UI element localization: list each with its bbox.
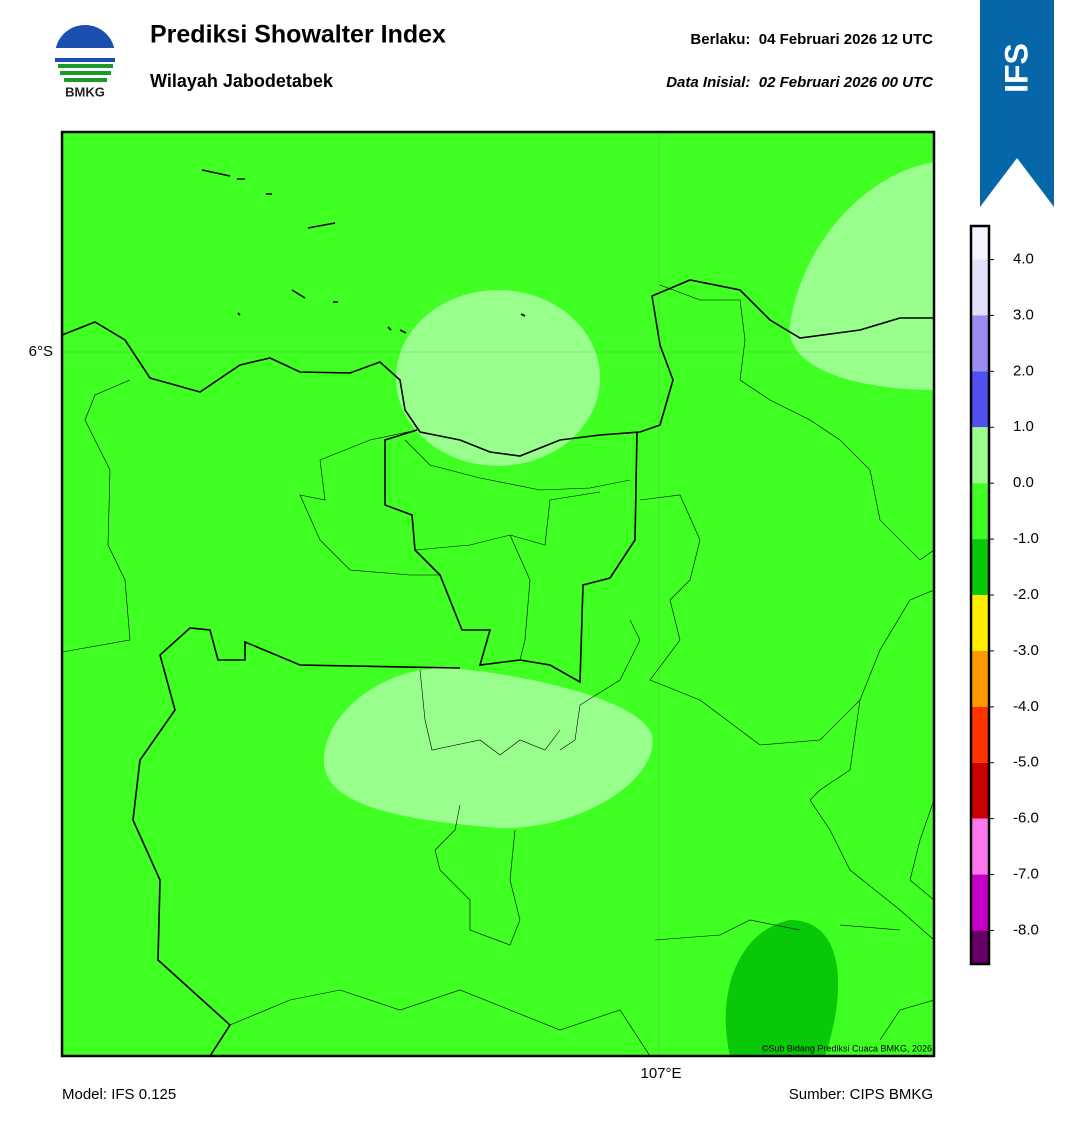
colorbar-tick-label: -5.0 — [1013, 754, 1039, 771]
field-contour — [323, 667, 653, 829]
field-contour — [725, 920, 839, 1056]
colorbar-segment — [971, 539, 989, 595]
field — [62, 132, 934, 1056]
admin-borders — [62, 284, 934, 1056]
lat-label: 6°S — [29, 343, 53, 360]
colorbar-tick-label: 2.0 — [1013, 362, 1034, 379]
field-contour — [789, 162, 934, 390]
colorbar-segment — [971, 371, 989, 428]
colorbar-segment — [971, 427, 989, 484]
title: Prediksi Showalter Index — [150, 21, 446, 49]
colorbar-segment — [971, 930, 989, 964]
map: ©Sub Bidang Prediksi Cuaca BMKG, 2026 — [60, 130, 936, 1058]
map-frame — [60, 130, 936, 1058]
logo: BMKG — [55, 25, 115, 99]
colorbar-segment — [971, 650, 989, 707]
colorbar: 4.0 3.0 2.0 1.0 0.0 -1.0 -2.0 -3.0 -4.0 -5.0 -6.0 -… — [969, 224, 1039, 966]
colorbar-tick-label: -7.0 — [1013, 866, 1039, 883]
lon-label: 107°E — [640, 1065, 681, 1082]
colorbar-tick-label: -8.0 — [1013, 921, 1039, 938]
colorbar-segment — [971, 874, 989, 931]
colorbar-tick-label: -4.0 — [1013, 698, 1039, 715]
colorbar-segment — [971, 259, 989, 316]
colorbar-segment — [971, 818, 989, 875]
colorbar-segment — [971, 483, 989, 540]
footer-source: Sumber: CIPS BMKG — [789, 1086, 933, 1103]
colorbar-segment — [971, 226, 989, 260]
footer-model: Model: IFS 0.125 — [62, 1086, 176, 1103]
colorbar-tick-label: -1.0 — [1013, 530, 1039, 547]
colorbar-tick-label: 3.0 — [1013, 306, 1034, 323]
badge-text: IFS — [998, 43, 1034, 93]
colorbar-tick-label: 4.0 — [1013, 251, 1034, 268]
model-badge — [980, 0, 1054, 207]
colorbar-tick-label: -6.0 — [1013, 810, 1039, 827]
colorbar-segment — [971, 315, 989, 372]
logo-text: BMKG — [65, 84, 105, 99]
colorbar-tick-label: 1.0 — [1013, 418, 1034, 435]
subtitle: Wilayah Jabodetabek — [150, 71, 334, 91]
colorbar-segment — [971, 595, 989, 651]
colorbar-tick-label: 0.0 — [1013, 474, 1034, 491]
field-contour — [396, 290, 600, 466]
credit: ©Sub Bidang Prediksi Cuaca BMKG, 2026 — [762, 1043, 932, 1053]
colorbar-segment — [971, 762, 989, 819]
valid-time: Berlaku: 04 Februari 2026 12 UTC — [690, 31, 933, 48]
coastline — [62, 169, 934, 1056]
colorbar-segment — [971, 706, 989, 763]
init-time: Data Inisial: 02 Februari 2026 00 UTC — [666, 74, 934, 91]
colorbar-tick-label: -3.0 — [1013, 642, 1039, 659]
colorbar-tick-label: -2.0 — [1013, 586, 1039, 603]
